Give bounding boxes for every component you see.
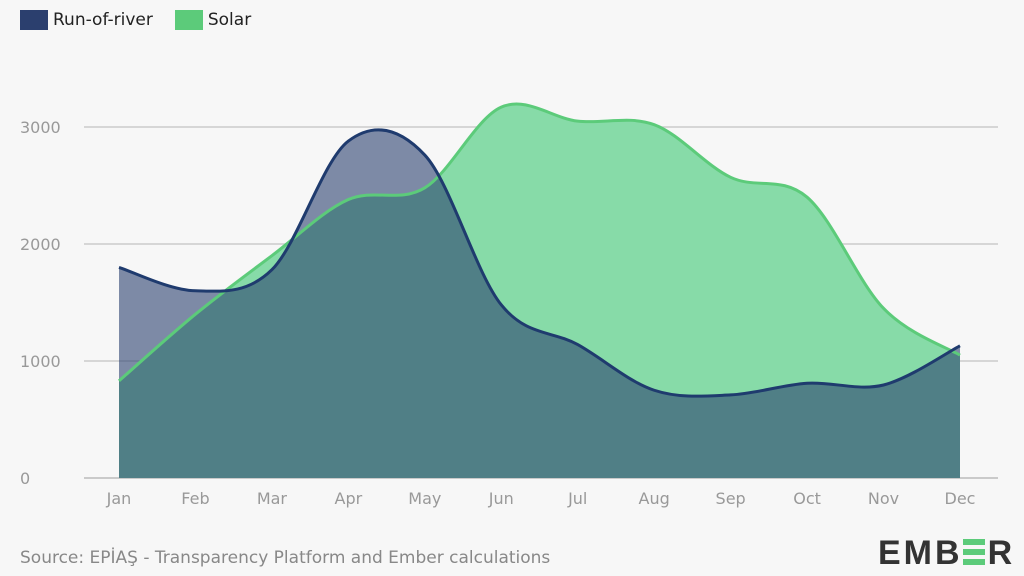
x-tick-label: Dec (945, 489, 976, 508)
x-tick-label: Oct (793, 489, 821, 508)
legend-label-run-of-river: Run-of-river (53, 10, 153, 30)
x-tick-label: Mar (257, 489, 288, 508)
legend-item-solar[interactable]: Solar (174, 10, 252, 30)
legend-label-solar: Solar (207, 10, 252, 30)
solar-line (118, 102, 961, 383)
y-tick-label: 1000 (20, 352, 61, 371)
run-of-river-area (119, 129, 960, 478)
legend-swatch-solar (174, 10, 203, 30)
x-tick-label: Feb (181, 489, 209, 508)
x-tick-label: Jan (106, 489, 132, 508)
y-tick-label: 2000 (20, 235, 61, 254)
x-tick-label: Apr (335, 489, 363, 508)
x-tick-label: Jun (488, 489, 514, 508)
x-tick-label: May (408, 489, 441, 508)
source-note: Source: EPİAŞ - Transparency Platform an… (20, 548, 551, 568)
legend-item-run-of-river[interactable]: Run-of-river (20, 10, 153, 30)
y-tick-label: 3000 (20, 118, 61, 137)
y-tick-label: 0 (20, 469, 30, 488)
x-tick-label: Aug (639, 489, 670, 508)
x-tick-label: Jul (567, 489, 587, 508)
x-tick-label: Sep (716, 489, 746, 508)
chart-legend: Run-of-river Solar (20, 10, 273, 30)
x-tick-label: Nov (868, 489, 899, 508)
legend-swatch-run-of-river (20, 10, 48, 30)
ember-logo: EMB R (878, 534, 1016, 572)
run-of-river-line (118, 128, 961, 398)
